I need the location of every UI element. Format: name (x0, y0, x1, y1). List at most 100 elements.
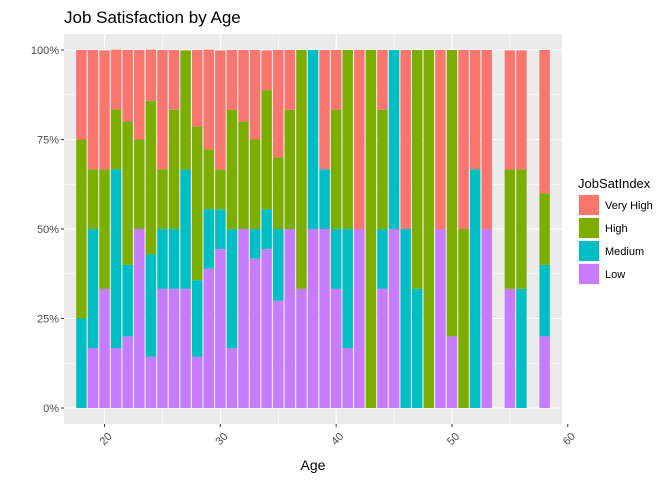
bar-high-age-50 (446, 50, 458, 337)
bar-very-high-age-22 (122, 50, 133, 122)
bar-very-high-age-40 (330, 50, 342, 110)
bar-very-high-age-52 (469, 50, 481, 170)
bar-very-high-age-49 (435, 50, 446, 229)
bar-very-high-age-39 (319, 50, 330, 170)
bar-high-age-34 (261, 90, 272, 210)
bar-very-high-age-34 (261, 50, 272, 91)
bar-low-age-30 (215, 249, 226, 408)
legend-label-high: High (605, 223, 628, 235)
legend-key-very-high (579, 195, 599, 215)
bar-high-age-30 (215, 169, 226, 210)
bar-medium-age-34 (261, 209, 272, 250)
bar-low-age-41 (342, 348, 353, 408)
bar-medium-age-27 (180, 169, 191, 289)
bar-high-age-41 (342, 50, 353, 229)
bar-medium-age-18 (76, 318, 87, 408)
bar-low-age-42 (354, 229, 365, 408)
bar-low-age-49 (435, 229, 446, 408)
legend-key-low (579, 264, 599, 284)
bar-high-age-35 (273, 157, 284, 229)
bar-very-high-age-21 (110, 49, 122, 110)
bar-medium-age-58 (539, 264, 550, 337)
bar-medium-age-47 (412, 288, 423, 408)
bar-medium-age-26 (168, 229, 180, 289)
bar-high-age-31 (226, 109, 238, 229)
bar-medium-age-19 (87, 229, 99, 349)
bar-medium-age-29 (203, 208, 214, 269)
legend-key-high (579, 218, 599, 238)
bar-very-high-age-53 (481, 50, 492, 229)
bar-high-age-56 (516, 169, 527, 289)
bar-medium-age-45 (388, 50, 400, 229)
y-tick-label: 0% (43, 403, 59, 415)
bar-high-age-21 (110, 109, 122, 170)
bar-high-age-27 (180, 50, 191, 170)
bar-medium-age-30 (215, 209, 226, 250)
bar-low-age-29 (203, 268, 214, 408)
bar-high-age-36 (284, 109, 296, 229)
bar-low-age-23 (134, 229, 145, 408)
x-tick-label: 40 (329, 431, 346, 448)
bar-low-age-53 (481, 229, 492, 408)
bar-high-age-18 (76, 139, 87, 319)
bar-high-age-44 (377, 109, 388, 229)
x-tick-label: 20 (98, 431, 115, 448)
legend-label-very-high: Very High (605, 200, 653, 212)
bar-very-high-age-36 (284, 50, 296, 110)
x-tick-label: 50 (445, 431, 462, 448)
bar-low-age-40 (330, 288, 342, 408)
bar-low-age-27 (180, 288, 191, 408)
bar-very-high-age-55 (504, 50, 516, 170)
bar-very-high-age-24 (145, 49, 157, 101)
bar-low-age-44 (377, 288, 388, 408)
bar-high-age-51 (458, 229, 469, 408)
bar-high-age-55 (504, 169, 516, 289)
bar-very-high-age-23 (134, 50, 145, 140)
bar-very-high-age-31 (226, 50, 238, 110)
bar-high-age-32 (238, 121, 249, 229)
bar-very-high-age-26 (168, 50, 180, 110)
y-tick-label: 100% (31, 45, 59, 57)
bar-low-age-55 (504, 288, 516, 408)
legend-key-medium (579, 241, 599, 261)
bar-high-age-20 (99, 169, 110, 289)
bar-very-high-age-42 (354, 50, 365, 229)
x-tick-label: 60 (561, 431, 578, 448)
y-tick-label: 25% (37, 314, 59, 326)
bar-low-age-26 (168, 288, 180, 408)
chart-title: Job Satisfaction by Age (64, 8, 241, 27)
x-axis: 20 30 40 50 60 (98, 424, 578, 448)
bar-low-age-38 (307, 229, 319, 408)
bar-medium-age-41 (342, 229, 353, 349)
bar-very-high-age-44 (377, 50, 388, 110)
bar-very-high-age-32 (238, 50, 249, 122)
bar-high-age-23 (134, 139, 145, 229)
bar-high-age-33 (249, 139, 261, 229)
bar-medium-age-31 (226, 229, 238, 349)
bar-medium-age-24 (145, 254, 157, 357)
bar-very-high-age-18 (76, 50, 87, 140)
bar-high-age-25 (157, 169, 168, 229)
bar-medium-age-25 (157, 229, 168, 289)
bar-high-age-48 (423, 50, 435, 408)
bar-low-age-33 (249, 258, 261, 408)
bar-very-high-age-19 (87, 50, 99, 170)
bar-very-high-age-51 (458, 50, 469, 229)
bar-high-age-43 (365, 50, 377, 408)
bar-low-age-28 (191, 356, 203, 408)
bar-low-age-24 (145, 356, 157, 408)
bar-very-high-age-56 (516, 50, 527, 170)
bar-low-age-36 (284, 229, 296, 408)
bars (76, 49, 550, 408)
bar-medium-age-40 (330, 229, 342, 289)
bar-low-age-32 (238, 229, 249, 408)
y-axis: 0% 25% 50% 75% 100% (31, 45, 64, 415)
bar-medium-age-35 (273, 229, 284, 301)
x-tick-label: 30 (213, 431, 230, 448)
bar-low-age-20 (99, 288, 110, 408)
bar-low-age-22 (122, 336, 133, 408)
bar-high-age-26 (168, 109, 180, 229)
bar-medium-age-44 (377, 229, 388, 289)
bar-medium-age-38 (307, 50, 319, 229)
bar-medium-age-22 (122, 264, 133, 337)
